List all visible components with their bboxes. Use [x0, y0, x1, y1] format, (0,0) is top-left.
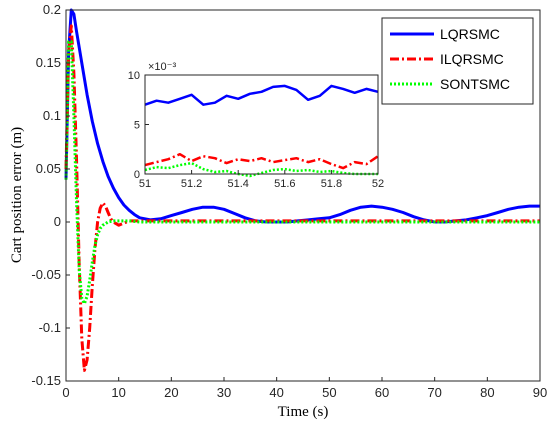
- main-x-tick-label: 10: [111, 385, 125, 400]
- main-y-tick-label: 0.1: [43, 108, 61, 123]
- main-x-tick-label: 90: [533, 385, 547, 400]
- inset-y-tick-label: 0: [134, 169, 140, 181]
- inset-x-tick-label: 51.4: [227, 178, 248, 190]
- main-y-tick-label: -0.1: [39, 320, 61, 335]
- inset-y-tick-label: 10: [128, 70, 140, 82]
- inset-x-tick-label: 51: [139, 178, 151, 190]
- inset-x-tick-label: 51.8: [321, 178, 342, 190]
- main-x-tick-label: 0: [62, 385, 69, 400]
- main-y-tick-label: 0.2: [43, 2, 61, 17]
- main-series-line-sontsmc: [64, 40, 540, 306]
- main-x-tick-label: 40: [269, 385, 283, 400]
- legend-label-sontsmc: SONTSMC: [440, 76, 510, 92]
- main-series-lines: [64, 8, 540, 372]
- main-series-line-ilqrsmc: [64, 24, 540, 372]
- x-axis-label: Time (s): [278, 404, 329, 420]
- inset-x-tick-label: 51.6: [274, 178, 295, 190]
- main-y-tick-label: 0.15: [36, 55, 61, 70]
- inset-plot: 51 51.2 51.4 51.6 51.8 52 0 5 10 ×10⁻³: [128, 61, 384, 190]
- main-y-tick-label: -0.05: [31, 267, 61, 282]
- main-x-tick-label: 30: [217, 385, 231, 400]
- main-y-tick-label: -0.15: [31, 373, 61, 388]
- legend: LQRSMC ILQRSMC SONTSMC: [381, 17, 534, 105]
- y-axis-label: Cart position error (m): [9, 127, 25, 263]
- main-y-axis-ticks: -0.15 -0.1 -0.05 0 0.05 0.1 0.15 0.2: [31, 2, 70, 388]
- legend-box: [381, 17, 534, 105]
- main-x-tick-label: 70: [427, 385, 441, 400]
- legend-label-ilqrsmc: ILQRSMC: [440, 51, 504, 67]
- main-y-tick-label: 0: [54, 214, 61, 229]
- main-x-tick-label: 80: [480, 385, 494, 400]
- inset-y-tick-label: 5: [134, 120, 140, 132]
- legend-items: LQRSMC ILQRSMC SONTSMC: [390, 26, 510, 92]
- main-x-tick-label: 20: [164, 385, 178, 400]
- main-y-tick-label: 0.05: [36, 161, 61, 176]
- main-x-axis-ticks: 0 10 20 30 40 50 60 70 80 90: [62, 377, 547, 400]
- main-x-tick-label: 60: [375, 385, 389, 400]
- inset-x-tick-label: 52: [372, 178, 384, 190]
- inset-y-axis-ticks: 0 5 10: [128, 70, 149, 181]
- main-plot-frame: [65, 9, 541, 382]
- inset-series-lines: [144, 84, 379, 178]
- inset-x-tick-label: 51.2: [181, 178, 202, 190]
- legend-label-lqrsmc: LQRSMC: [440, 26, 500, 42]
- inset-series-line-sontsmc: [144, 161, 378, 178]
- main-x-tick-label: 50: [322, 385, 336, 400]
- inset-series-line-ilqrsmc: [144, 152, 379, 170]
- inset-series-line-lqrsmc: [144, 84, 379, 106]
- inset-exponent-label: ×10⁻³: [148, 61, 176, 73]
- inset-x-axis-ticks: 51 51.2 51.4 51.6 51.8 52: [139, 170, 384, 190]
